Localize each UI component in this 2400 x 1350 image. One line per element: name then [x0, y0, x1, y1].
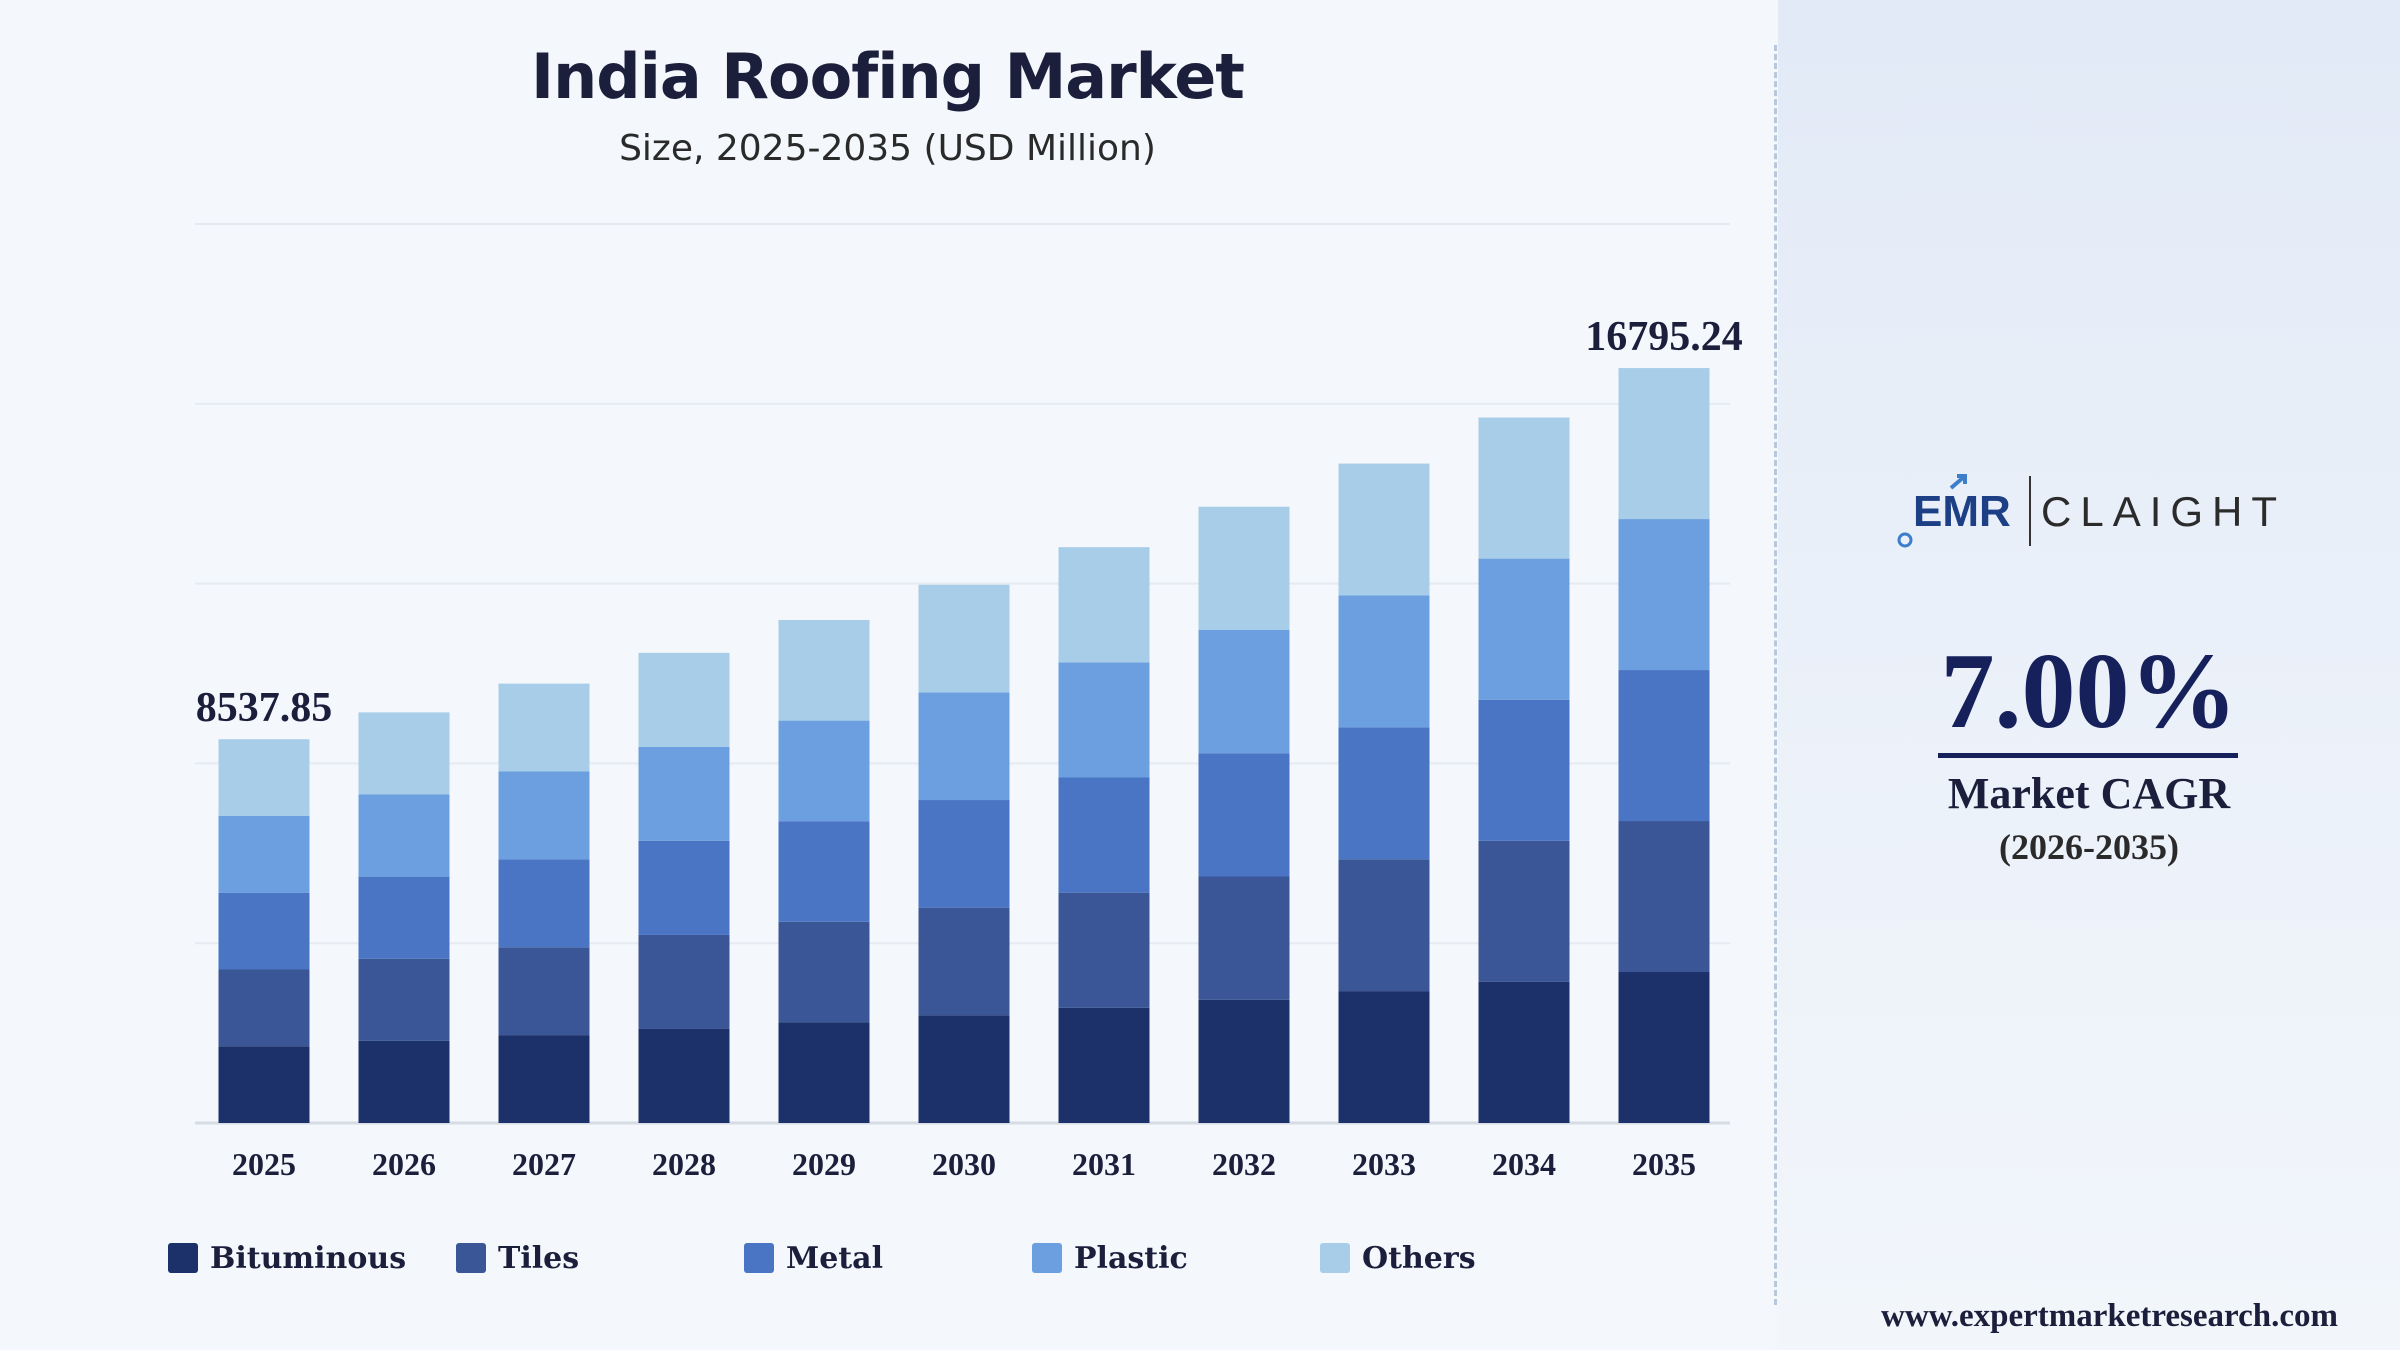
bar-segment-tiles-2035	[1618, 821, 1710, 973]
bar-segment-others-2031	[1058, 547, 1150, 663]
bar-segment-tiles-2030	[918, 907, 1010, 1016]
chart-subtitle: Size, 2025-2035 (USD Million)	[619, 128, 1156, 169]
bar-segment-metal-2033	[1338, 727, 1430, 860]
logo-emr-text: EMR	[1913, 487, 2011, 536]
legend-item-plastic: Plastic	[1032, 1238, 1188, 1278]
logo-claight-text: CLAIGHT	[2041, 488, 2286, 535]
bar-segment-tiles-2027	[498, 947, 590, 1036]
bar-segment-others-2029	[778, 620, 870, 721]
legend-label-others: Others	[1362, 1240, 1476, 1276]
cagr-underline	[1938, 753, 2238, 758]
bar-segment-tiles-2033	[1338, 859, 1430, 992]
panel-divider	[1774, 45, 1777, 1305]
legend-swatch-plastic	[1032, 1243, 1062, 1273]
x-tick-label: 2029	[792, 1146, 856, 1182]
bar-segment-tiles-2031	[1058, 892, 1150, 1008]
legend-label-plastic: Plastic	[1074, 1240, 1188, 1276]
bar-segment-others-2028	[638, 652, 730, 747]
bar-segment-plastic-2031	[1058, 662, 1150, 778]
bar-segment-plastic-2025	[218, 815, 310, 893]
bar-segment-metal-2029	[778, 821, 870, 922]
legend-item-others: Others	[1320, 1238, 1476, 1278]
bar-segment-tiles-2028	[638, 934, 730, 1029]
bar-segment-plastic-2026	[358, 794, 450, 877]
legend-item-tiles: Tiles	[456, 1238, 579, 1278]
bar-segment-tiles-2026	[358, 958, 450, 1041]
bar-segment-metal-2034	[1478, 699, 1570, 841]
x-tick-label: 2035	[1632, 1146, 1696, 1182]
logo-arrow-icon	[1949, 474, 1967, 490]
bar-segment-plastic-2033	[1338, 595, 1430, 728]
legend-label-metal: Metal	[786, 1240, 883, 1276]
bar-segment-metal-2025	[218, 892, 310, 970]
x-tick-label: 2030	[932, 1146, 996, 1182]
legend-swatch-metal	[744, 1243, 774, 1273]
bar-segment-others-2035	[1618, 368, 1710, 520]
bar-segment-others-2034	[1478, 417, 1570, 559]
legend-swatch-bituminous	[168, 1243, 198, 1273]
bar-segment-bituminous-2034	[1478, 981, 1570, 1123]
bar-segment-others-2027	[498, 683, 590, 772]
bar-segment-plastic-2030	[918, 692, 1010, 801]
bar-segment-plastic-2027	[498, 771, 590, 860]
logo-dot-icon	[1897, 532, 1913, 548]
bar-segment-tiles-2032	[1198, 876, 1290, 1000]
bar-segment-bituminous-2030	[918, 1015, 1010, 1123]
data-label-2035: 16795.24	[1585, 314, 1743, 360]
x-tick-label: 2033	[1352, 1146, 1416, 1182]
x-tick-label: 2032	[1212, 1146, 1276, 1182]
bar-segment-tiles-2029	[778, 921, 870, 1023]
bar-segment-metal-2032	[1198, 753, 1290, 877]
bar-segment-plastic-2035	[1618, 519, 1710, 671]
legend-item-bituminous: Bituminous	[168, 1238, 406, 1278]
bar-segment-bituminous-2028	[638, 1028, 730, 1123]
x-tick-label: 2027	[512, 1146, 576, 1182]
website-url: www.expertmarketresearch.com	[1881, 1298, 2338, 1334]
cagr-period: (2026-2035)	[1999, 827, 2179, 867]
chart-title: India Roofing Market	[531, 40, 1245, 113]
x-tick-label: 2025	[232, 1146, 296, 1182]
bar-segment-bituminous-2025	[218, 1046, 310, 1123]
bar-segment-metal-2035	[1618, 670, 1710, 822]
bar-segment-metal-2027	[498, 859, 590, 948]
bar-segment-bituminous-2031	[1058, 1007, 1150, 1123]
bar-segment-bituminous-2032	[1198, 999, 1290, 1123]
bar-segment-metal-2031	[1058, 777, 1150, 893]
legend-label-tiles: Tiles	[498, 1240, 580, 1276]
bar-segment-metal-2030	[918, 800, 1010, 908]
bar-segment-others-2033	[1338, 463, 1430, 596]
cagr-value: 7.00%	[1940, 632, 2238, 751]
bar-segment-bituminous-2029	[778, 1022, 870, 1123]
bar-segment-others-2025	[218, 739, 310, 816]
summary-panel	[1778, 0, 2400, 1350]
bar-segment-bituminous-2026	[358, 1040, 450, 1123]
legend-swatch-tiles	[456, 1243, 486, 1273]
legend-item-metal: Metal	[744, 1238, 883, 1278]
emr-claight-logo: EMR CLAIGHT	[1897, 474, 2286, 548]
bar-segment-metal-2028	[638, 840, 730, 935]
x-tick-label: 2031	[1072, 1146, 1136, 1182]
bar-segment-plastic-2029	[778, 720, 870, 822]
x-tick-label: 2028	[652, 1146, 716, 1182]
legend-label-bituminous: Bituminous	[210, 1240, 407, 1276]
bar-segment-plastic-2032	[1198, 629, 1290, 754]
bar-segment-bituminous-2033	[1338, 991, 1430, 1123]
data-label-2025: 8537.85	[196, 685, 333, 731]
bar-segment-bituminous-2035	[1618, 972, 1710, 1123]
bar-segment-bituminous-2027	[498, 1035, 590, 1123]
legend-swatch-others	[1320, 1243, 1350, 1273]
bar-segment-metal-2026	[358, 876, 450, 959]
bar-segment-others-2030	[918, 584, 1010, 693]
bar-segment-tiles-2034	[1478, 840, 1570, 982]
x-tick-label: 2034	[1492, 1146, 1556, 1182]
bar-segment-plastic-2034	[1478, 558, 1570, 700]
cagr-label: Market CAGR	[1947, 769, 2231, 818]
bar-segment-others-2026	[358, 712, 450, 795]
bar-segment-others-2032	[1198, 506, 1290, 630]
bar-segment-plastic-2028	[638, 746, 730, 841]
bar-segment-tiles-2025	[218, 969, 310, 1047]
x-tick-label: 2026	[372, 1146, 436, 1182]
stacked-bar-chart: 2025 2026 2027 2028 2029 2030 2031 2032 2033 2034…	[195, 223, 1743, 1182]
